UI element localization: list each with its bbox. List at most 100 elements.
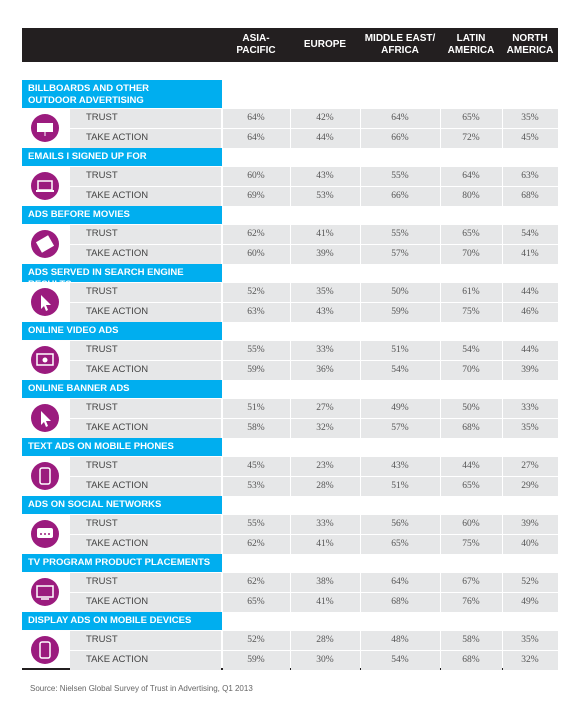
value: 69%: [247, 191, 265, 201]
cell-background: [223, 129, 290, 148]
value: 62%: [247, 577, 265, 587]
cell-background: [503, 341, 558, 360]
cell-background: [361, 399, 440, 418]
row-label: TAKE ACTION: [86, 190, 149, 201]
value: 59%: [391, 307, 409, 317]
value: 60%: [462, 519, 480, 529]
cell-background: [441, 187, 502, 206]
row-label: TRUST: [86, 112, 118, 123]
row-label: TAKE ACTION: [86, 132, 149, 143]
row-label: TRUST: [86, 344, 118, 355]
value: 66%: [391, 133, 409, 143]
value: 58%: [247, 423, 265, 433]
cell-background: [361, 573, 440, 592]
cell-background: [291, 477, 360, 496]
value: 70%: [462, 365, 480, 375]
value: 55%: [247, 519, 265, 529]
value: 44%: [462, 461, 480, 471]
cell-background: [441, 361, 502, 380]
value: 41%: [316, 229, 334, 239]
cell-background: [223, 303, 290, 322]
cell-background: [361, 129, 440, 148]
cell-background: [223, 361, 290, 380]
value: 65%: [462, 113, 480, 123]
row-background: [70, 399, 221, 418]
value: 67%: [462, 577, 480, 587]
cell-background: [291, 593, 360, 612]
cell-background: [361, 167, 440, 186]
cell-background: [291, 457, 360, 476]
section-label: TEXT ADS ON MOBILE PHONES: [22, 438, 222, 456]
cell-background: [223, 187, 290, 206]
cell-background: [291, 515, 360, 534]
row-background: [70, 361, 221, 380]
cell-background: [361, 283, 440, 302]
icon: [31, 462, 59, 490]
value: 54%: [462, 345, 480, 355]
header-bar: [22, 28, 558, 62]
value: 52%: [247, 635, 265, 645]
value: 64%: [391, 113, 409, 123]
value: 68%: [391, 597, 409, 607]
row-background: [70, 283, 221, 302]
row-background: [70, 187, 221, 206]
cell-background: [503, 399, 558, 418]
value: 64%: [391, 577, 409, 587]
column-header: ASIA- PACIFIC: [236, 33, 276, 56]
value: 32%: [521, 655, 539, 665]
section-label: BILLBOARDS AND OTHER OUTDOOR ADVERTISING: [22, 80, 222, 108]
cell-background: [441, 283, 502, 302]
value: 46%: [521, 307, 539, 317]
cell-background: [441, 457, 502, 476]
column-header: EUROPE: [303, 39, 347, 50]
cell-background: [361, 651, 440, 670]
value: 41%: [521, 249, 539, 259]
value: 65%: [391, 539, 409, 549]
value: 65%: [247, 597, 265, 607]
cell-background: [223, 245, 290, 264]
cell-background: [441, 341, 502, 360]
cell-background: [291, 573, 360, 592]
cell-background: [441, 129, 502, 148]
value: 53%: [316, 191, 334, 201]
row-label: TAKE ACTION: [86, 364, 149, 375]
column-header: MIDDLE EAST/ AFRICA: [364, 33, 436, 56]
row-label: TRUST: [86, 170, 118, 181]
value: 35%: [316, 287, 334, 297]
cell-background: [223, 167, 290, 186]
row-label: TRUST: [86, 576, 118, 587]
cell-background: [361, 109, 440, 128]
value: 50%: [391, 287, 409, 297]
section-label: ONLINE BANNER ADS: [22, 380, 222, 398]
cell-background: [291, 225, 360, 244]
cell-background: [223, 109, 290, 128]
value: 68%: [521, 191, 539, 201]
cell-background: [223, 515, 290, 534]
value: 80%: [462, 191, 480, 201]
value: 62%: [247, 229, 265, 239]
cell-background: [361, 631, 440, 650]
cell-background: [503, 593, 558, 612]
cell-background: [441, 477, 502, 496]
cell-background: [223, 283, 290, 302]
value: 51%: [391, 481, 409, 491]
cell-background: [503, 477, 558, 496]
value: 52%: [521, 577, 539, 587]
value: 54%: [391, 365, 409, 375]
value: 68%: [462, 655, 480, 665]
value: 55%: [247, 345, 265, 355]
icon: [31, 404, 59, 432]
cell-background: [223, 573, 290, 592]
value: 62%: [247, 539, 265, 549]
cell-background: [291, 399, 360, 418]
value: 23%: [316, 461, 334, 471]
value: 59%: [247, 655, 265, 665]
value: 76%: [462, 597, 480, 607]
cell-background: [291, 361, 360, 380]
cell-background: [441, 245, 502, 264]
row-background: [70, 225, 221, 244]
row-background: [70, 245, 221, 264]
value: 41%: [316, 597, 334, 607]
row-label: TAKE ACTION: [86, 422, 149, 433]
row-background: [70, 573, 221, 592]
